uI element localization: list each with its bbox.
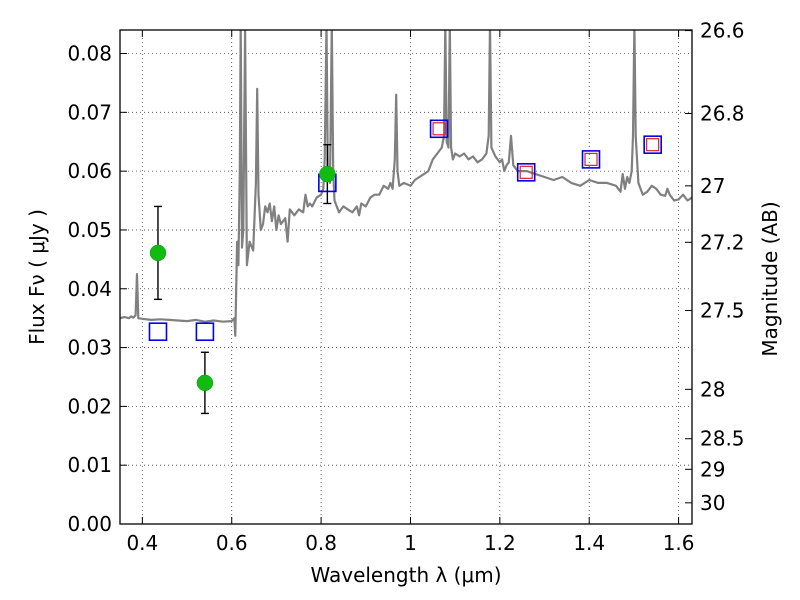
model-spectrum-line — [120, 30, 692, 337]
y2-tick-label: 28.5 — [700, 427, 745, 451]
y-tick-label: 0.08 — [67, 42, 112, 66]
y-tick-label: 0.07 — [67, 100, 112, 124]
y2-tick-label: 26.8 — [700, 102, 745, 126]
model-flux-square — [516, 163, 536, 182]
y2-tick-label: 27 — [700, 174, 725, 198]
y-tick-label: 0.01 — [67, 453, 112, 477]
y2-tick-label: 28 — [700, 377, 725, 401]
model-flux-square — [581, 150, 601, 169]
x-axis-title: Wavelength λ (μm) — [310, 563, 501, 587]
model-inner-square — [646, 138, 660, 152]
model-flux-square — [195, 322, 215, 341]
plot-frame — [119, 29, 693, 525]
x-tick-label: 0.4 — [126, 531, 158, 555]
model-flux-square — [148, 322, 168, 341]
model-inner-square — [584, 152, 598, 166]
x-tick-label: 1.4 — [573, 531, 605, 555]
x-tick-label: 0.8 — [305, 531, 337, 555]
model-inner-square — [519, 165, 533, 179]
y2-tick-label: 26.6 — [700, 19, 745, 43]
y-tick-label: 0.00 — [67, 512, 112, 536]
y2-tick-label: 29 — [700, 457, 725, 481]
x-tick-label: 1 — [404, 531, 417, 555]
model-flux-square — [643, 135, 662, 154]
axis-ticks: 0.4 0.6 0.8 1 1.2 1.4 1.6 0.00 0.01 0.02 0.03 0.04 0… — [67, 19, 744, 555]
model-flux-square — [429, 119, 449, 139]
plot-series — [120, 30, 692, 415]
y2-axis-title: Magnitude (AB) — [758, 201, 782, 356]
observed-flux-point — [196, 374, 214, 392]
y-tick-label: 0.05 — [67, 218, 112, 242]
y2-tick-label: 30 — [700, 491, 725, 515]
observed-flux-point — [319, 165, 336, 183]
y-axis-title: Flux Fν ( μJy ) — [25, 209, 49, 345]
y2-tick-label: 27.2 — [700, 230, 745, 254]
model-inner-square — [432, 122, 446, 136]
x-tick-label: 1.2 — [484, 531, 516, 555]
y-tick-label: 0.06 — [67, 159, 112, 183]
y-tick-label: 0.03 — [67, 336, 112, 360]
observed-flux-point — [149, 244, 167, 262]
y2-tick-label: 27.5 — [700, 299, 745, 323]
x-tick-label: 0.6 — [216, 531, 248, 555]
x-tick-label: 1.6 — [663, 531, 695, 555]
y-tick-label: 0.02 — [67, 394, 112, 418]
y-tick-label: 0.04 — [67, 277, 112, 301]
